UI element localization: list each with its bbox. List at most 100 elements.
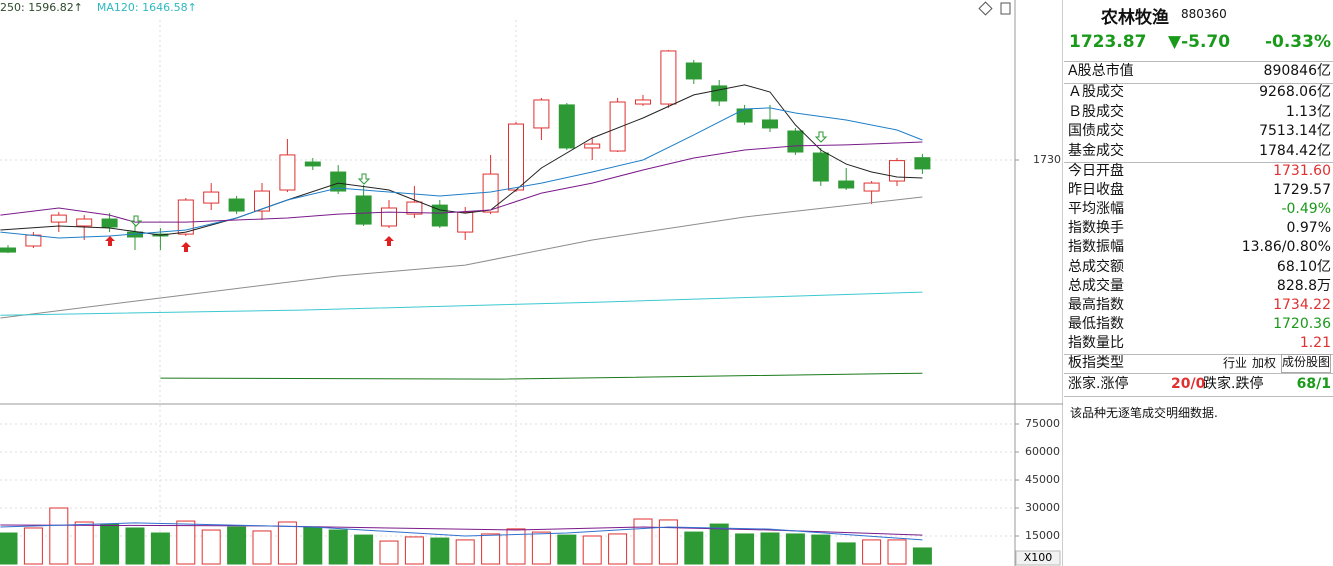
stat-row: 指数量比 1.21	[1068, 334, 1331, 353]
stat-label: 总成交额	[1068, 258, 1124, 275]
stat-value: 1784.42亿	[1259, 142, 1331, 159]
candle-body	[558, 104, 575, 149]
ma-line	[160, 372, 923, 380]
stat-label: 总成交量	[1068, 277, 1124, 294]
breadth-down-value: 68/1	[1296, 376, 1331, 392]
volume-bar	[785, 533, 805, 565]
stat-row: Ｂ股成交 1.13亿	[1068, 103, 1331, 122]
stat-label: 指数量比	[1068, 334, 1124, 351]
plot	[0, 49, 1015, 565]
volume-bar	[328, 529, 348, 565]
volume-bar	[354, 534, 374, 565]
candle-body	[330, 171, 347, 192]
candle-body	[508, 123, 524, 191]
candle-body	[762, 119, 778, 129]
volume-bar	[379, 540, 399, 565]
volume-bar	[557, 534, 577, 565]
sell-arrow	[357, 173, 371, 185]
stat-row: 指数振幅 13.86/0.80%	[1068, 238, 1331, 257]
y-tick-label: 45000	[1025, 473, 1060, 486]
volume-bar	[303, 526, 323, 565]
candle-body	[25, 234, 42, 247]
stat-label: A股总市值	[1068, 63, 1134, 79]
stat-label: 国债成交	[1068, 123, 1124, 139]
volume-unit: X100	[1024, 551, 1053, 564]
buy-arrow	[384, 236, 394, 246]
stat-label: 指数振幅	[1068, 239, 1124, 256]
index-code: 880360	[1181, 7, 1227, 21]
candle-body	[711, 85, 728, 102]
stat-label: 昨日收盘	[1068, 182, 1124, 199]
volume-bar	[862, 539, 882, 565]
stat-row: 最高指数 1734.22	[1068, 296, 1331, 315]
candle-body	[203, 191, 220, 204]
candle-body	[863, 182, 880, 192]
volume-ma-line	[0, 522, 923, 541]
volume-bar	[633, 518, 653, 565]
board-type-options: 行业 加权 成份股图	[1223, 354, 1331, 373]
candle-body	[279, 154, 296, 191]
stat-value: 68.10亿	[1276, 258, 1331, 275]
icon-window[interactable]	[1000, 2, 1011, 15]
volume-bar	[74, 521, 94, 565]
stat-label: 指数换手	[1068, 220, 1124, 237]
breadth-up-label: 涨家.涨停	[1068, 376, 1129, 392]
candle-body	[889, 160, 905, 182]
separator	[1064, 162, 1333, 163]
volume-bar	[709, 523, 729, 565]
candle-body	[812, 152, 829, 182]
icon-diamond[interactable]	[978, 1, 993, 16]
ma-line	[0, 291, 923, 316]
stat-row: 指数换手 0.97%	[1068, 219, 1331, 238]
candle-body	[254, 190, 270, 212]
volume-bar	[455, 539, 475, 565]
quote-panel: 农林牧渔 880360 1723.87 ▼-5.70 -0.33% A股总市值 8…	[1064, 0, 1333, 566]
separator	[1064, 61, 1333, 62]
volume-bar	[277, 521, 297, 565]
volume-bar	[506, 528, 526, 565]
candle-body	[228, 198, 245, 212]
board-type-option[interactable]: 行业	[1222, 356, 1247, 370]
volume-bar	[684, 531, 704, 565]
volume-bar	[531, 531, 551, 565]
stat-row: 基金成交 1784.42亿	[1068, 142, 1331, 161]
volume-bar	[227, 526, 247, 565]
sell-arrow	[129, 215, 143, 227]
stat-label: 今日开盘	[1068, 163, 1124, 179]
stat-label: 基金成交	[1068, 142, 1124, 159]
candle-body	[685, 62, 702, 80]
volume-bar	[150, 532, 170, 565]
candle-body	[0, 247, 16, 253]
separator	[1064, 354, 1333, 355]
volume-bar	[430, 537, 450, 565]
legend-entry: MA120: 1646.58↑	[97, 1, 197, 14]
change-percent: -0.33%	[1264, 32, 1331, 52]
stat-label: 平均涨幅	[1068, 201, 1124, 218]
ma-line	[0, 196, 923, 319]
buy-arrow	[105, 236, 115, 246]
stat-label: 最高指数	[1068, 296, 1124, 313]
volume-bar	[658, 519, 678, 565]
stat-label: Ｂ股成交	[1068, 103, 1124, 120]
candle-body	[533, 99, 550, 129]
board-type-option[interactable]: 成份股图	[1280, 354, 1331, 373]
stat-value: 1734.22	[1273, 296, 1331, 313]
y-tick-label: 1730	[1033, 153, 1061, 166]
candle-body	[609, 101, 626, 152]
ma-line	[0, 84, 923, 236]
stat-value: 1.21	[1299, 334, 1331, 351]
volume-bar	[836, 542, 856, 565]
ma-line	[0, 141, 923, 223]
stat-label: 最低指数	[1068, 315, 1124, 332]
stat-row: A股总市值 890846亿	[1068, 62, 1331, 81]
breadth-down-label: 跌家.跌停	[1203, 376, 1264, 392]
stat-row: 今日开盘 1731.60	[1068, 162, 1331, 181]
separator	[1064, 396, 1333, 397]
stat-row: 平均涨幅 -0.49%	[1068, 200, 1331, 219]
candle-body	[584, 143, 601, 149]
candle-body	[635, 99, 651, 105]
volume-bar	[201, 529, 221, 565]
stat-value: 9268.06亿	[1259, 84, 1331, 100]
board-type-option[interactable]: 加权	[1251, 356, 1276, 370]
